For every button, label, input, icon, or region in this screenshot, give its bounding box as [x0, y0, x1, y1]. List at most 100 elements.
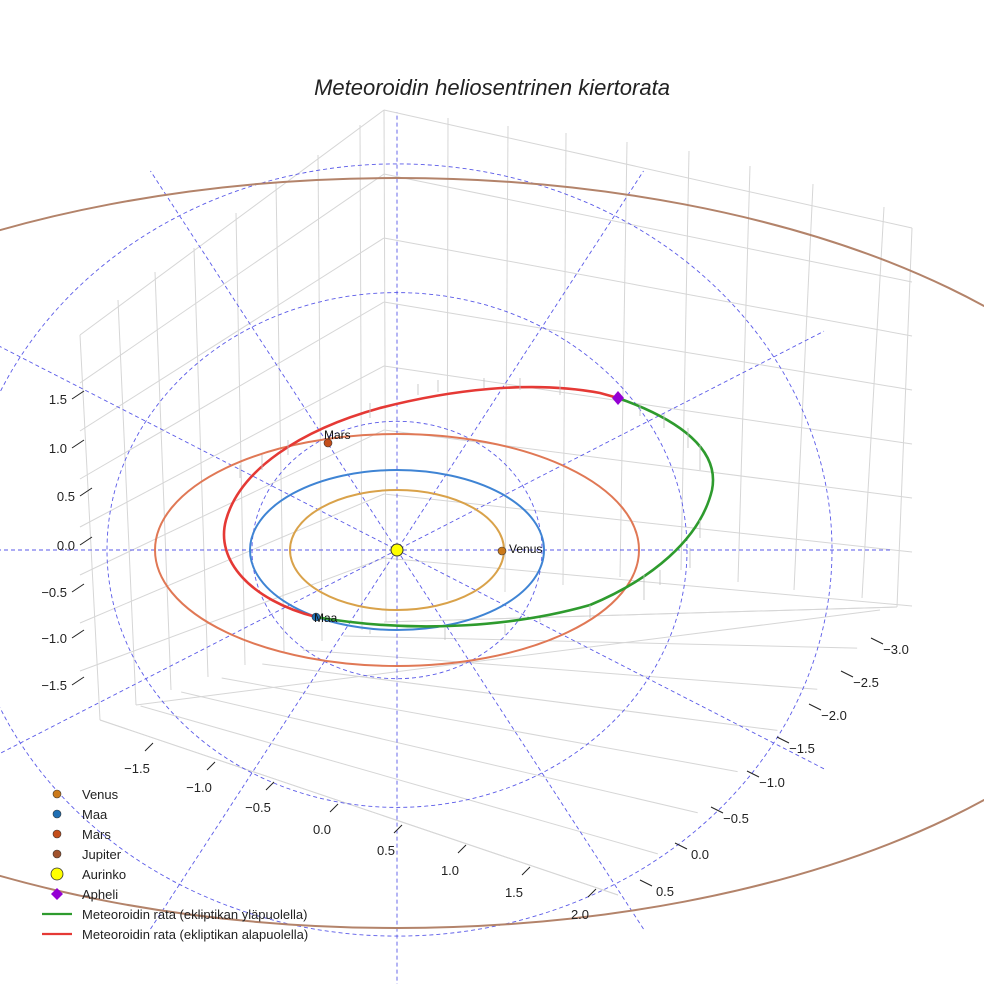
- maa-label: Maa: [314, 611, 338, 625]
- planet-orbits: [0, 177, 984, 929]
- z-tick-mark-3: [79, 536, 93, 546]
- y-tick-mark-7: [639, 879, 653, 887]
- orbit-jupiter: [0, 177, 984, 929]
- grid-line-right-8: [896, 227, 913, 608]
- mars-marker: [323, 438, 333, 448]
- x-tick-label-6: 1.5: [505, 885, 523, 900]
- grid-floor-a-1: [140, 705, 658, 855]
- y-tick-mark-4: [746, 770, 760, 778]
- grid-line-left-0: [79, 334, 101, 721]
- legend-apheli-marker: [51, 888, 63, 900]
- x-tick-mark-5: [457, 844, 467, 854]
- maa-marker: [311, 612, 321, 622]
- y-tick-mark-3: [776, 736, 790, 744]
- grid-line-left-7: [359, 124, 363, 631]
- z-tick-label-1: 1.0: [49, 441, 67, 456]
- z-tick-mark-4: [71, 583, 85, 593]
- grid-floor-a-7: [383, 606, 898, 623]
- legend-venus: Venus: [82, 787, 119, 802]
- x-tick-mark-7: [587, 888, 597, 898]
- legend-above: Meteoroidin rata (ekliptikan yläpuolella…: [82, 907, 307, 922]
- z-tick-mark-1: [71, 439, 85, 449]
- z-tick-mark-5: [71, 629, 85, 639]
- y-tick-label-7: 0.5: [656, 884, 674, 899]
- grid-line-right-2: [562, 132, 567, 586]
- grid-line-right-0: [446, 117, 449, 601]
- legend: Venus Maa Mars Jupiter Aurinko Apheli Me…: [42, 787, 308, 942]
- z-tick-label-6: −1.5: [41, 678, 67, 693]
- grid-h-left-7: [79, 557, 385, 672]
- z-tick-mark-6: [71, 676, 85, 686]
- legend-venus-marker: [52, 789, 62, 799]
- grid-h-left-4: [79, 365, 385, 528]
- grid-line-right-6: [793, 183, 814, 591]
- grid-h-right-5: [383, 429, 913, 499]
- orbit-above-ecliptic: [315, 396, 715, 628]
- x-tick-mark-1: [206, 761, 216, 771]
- y-tick-mark-5: [710, 806, 724, 814]
- chart-title: Meteoroidin heliosentrinen kiertorata: [314, 75, 670, 100]
- z-tick-mark-2: [79, 487, 93, 497]
- legend-jupiter-marker: [52, 849, 62, 859]
- legend-aurinko: Aurinko: [82, 867, 126, 882]
- x-tick-mark-0: [144, 742, 154, 752]
- z-tick-label-0: 1.5: [49, 392, 67, 407]
- axis-ticks: 1.5 1.0 0.5 0.0 −0.5 −1.0 −1.5 −1.5 −1.0 −0.5 0.0 0…: [41, 390, 909, 922]
- orbit-mars: [154, 433, 640, 667]
- z-tick-label-2: 0.5: [57, 489, 75, 504]
- y-tick-mark-0: [870, 637, 884, 645]
- z-tick-mark-0: [71, 390, 85, 400]
- grid-line-left-6: [317, 154, 323, 642]
- grid-h-left-3: [79, 301, 385, 480]
- y-tick-label-6: 0.0: [691, 847, 709, 862]
- ecliptic-spoke-4: [150, 170, 644, 930]
- grid-line-right-5: [737, 165, 751, 583]
- x-tick-label-7: 2.0: [571, 907, 589, 922]
- aphelion-marker: [612, 391, 624, 405]
- grid-floor-a-6: [343, 635, 858, 649]
- venus-label: Venus: [509, 542, 542, 556]
- x-tick-label-0: −1.5: [124, 761, 150, 776]
- grid-h-left-0: [79, 109, 385, 336]
- grid-h-right-0: [383, 109, 913, 229]
- grid-floor-a-0: [99, 719, 619, 896]
- grid-line-right-7: [861, 206, 885, 599]
- y-tick-mark-6: [674, 842, 688, 850]
- y-tick-label-4: −1.0: [759, 775, 785, 790]
- grid-line-left-4: [235, 212, 246, 666]
- x-tick-label-1: −1.0: [186, 780, 212, 795]
- grid-h-left-2: [79, 237, 385, 432]
- z-tick-label-3: 0.0: [57, 538, 75, 553]
- y-tick-mark-2: [808, 703, 822, 711]
- y-tick-mark-1: [840, 670, 854, 678]
- grid-h-right-7: [383, 557, 913, 607]
- x-tick-label-5: 1.0: [441, 863, 459, 878]
- orbit-maa: [249, 469, 545, 631]
- grid-line-left-2: [154, 271, 172, 691]
- z-tick-label-4: −0.5: [41, 585, 67, 600]
- grid-lines: [79, 109, 913, 896]
- z-tick-label-5: −1.0: [41, 631, 67, 646]
- legend-maa: Maa: [82, 807, 108, 822]
- grid-h-right-3: [383, 301, 913, 391]
- grid-h-left-1: [79, 173, 385, 384]
- grid-line-right-1: [504, 125, 509, 593]
- grid-h-right-4: [383, 365, 913, 445]
- y-tick-label-1: −2.5: [853, 675, 879, 690]
- grid-h-left-6: [79, 493, 385, 624]
- legend-mars: Mars: [82, 827, 111, 842]
- x-tick-label-2: −0.5: [245, 800, 271, 815]
- x-tick-mark-3: [329, 803, 339, 813]
- legend-mars-marker: [52, 829, 62, 839]
- grid-h-right-6: [383, 493, 913, 553]
- y-tick-label-5: −0.5: [723, 811, 749, 826]
- grid-floor-a-3: [221, 677, 738, 773]
- markers: Venus Maa Mars: [311, 391, 624, 625]
- sun-marker: [390, 543, 404, 557]
- legend-jupiter: Jupiter: [82, 847, 122, 862]
- x-tick-mark-2: [265, 781, 275, 791]
- x-tick-label-4: 0.5: [377, 843, 395, 858]
- legend-maa-marker: [52, 809, 62, 819]
- ecliptic-grid: [0, 112, 890, 984]
